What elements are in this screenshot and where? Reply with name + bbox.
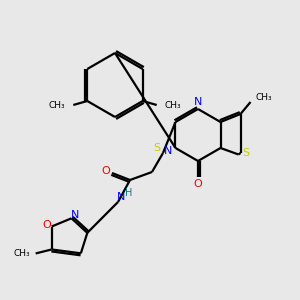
- Text: S: S: [153, 143, 161, 153]
- Text: N: N: [164, 146, 173, 156]
- Text: H: H: [125, 188, 133, 198]
- Text: CH₃: CH₃: [49, 100, 65, 109]
- Text: N: N: [194, 97, 202, 107]
- Text: N: N: [71, 210, 80, 220]
- Text: S: S: [242, 148, 249, 158]
- Text: CH₃: CH₃: [256, 92, 272, 101]
- Text: O: O: [42, 220, 51, 230]
- Text: N: N: [117, 192, 125, 202]
- Text: O: O: [102, 166, 110, 176]
- Text: CH₃: CH₃: [14, 249, 31, 258]
- Text: O: O: [194, 179, 202, 189]
- Text: CH₃: CH₃: [165, 100, 181, 109]
